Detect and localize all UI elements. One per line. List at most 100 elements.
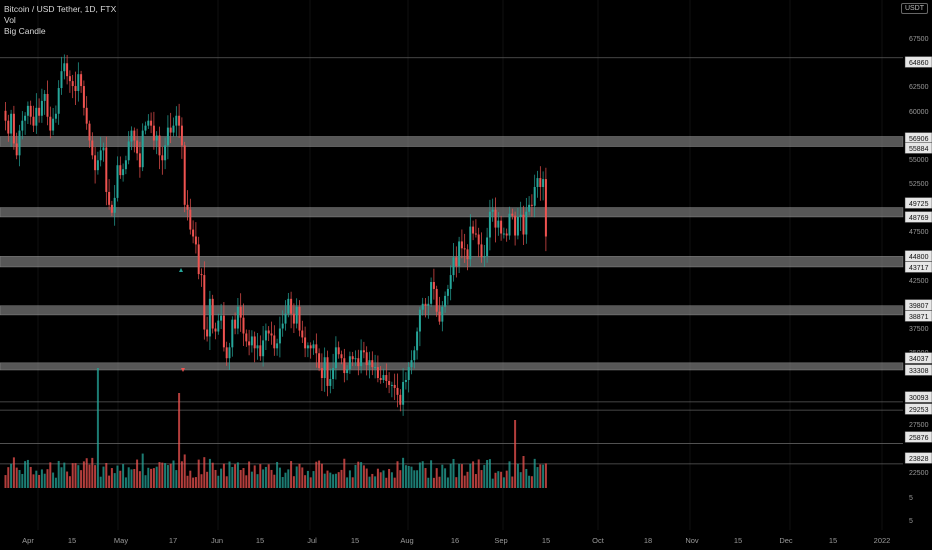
volume-bar-32	[94, 465, 97, 488]
volume-bar-156	[441, 464, 444, 488]
candle-body-153	[432, 282, 435, 289]
candle-body-177	[500, 220, 503, 234]
candle-body-183	[516, 216, 519, 236]
volume-bar-20	[60, 467, 63, 488]
candle-body-80	[228, 347, 231, 359]
candle-body-128	[362, 350, 365, 353]
volume-bar-38	[110, 468, 113, 488]
candle-body-33	[96, 160, 99, 171]
candle-body-98	[278, 328, 281, 344]
candle-body-93	[264, 330, 267, 341]
candle-body-118	[334, 347, 337, 369]
candle-body-168	[474, 233, 477, 235]
volume-bar-168	[474, 474, 477, 488]
candle-body-70	[200, 274, 203, 276]
volume-bar-115	[326, 470, 329, 488]
level-label-64860: 64860	[909, 60, 929, 67]
candle-body-39	[113, 197, 116, 213]
volume-bar-188	[530, 476, 533, 488]
volume-bar-139	[393, 477, 396, 488]
candle-body-119	[337, 347, 340, 355]
price-tick-60000: 60000	[909, 109, 929, 116]
candle-body-179	[505, 233, 508, 236]
volume-bar-3	[12, 457, 15, 488]
price-tick-62500: 62500	[909, 84, 929, 91]
candle-body-154	[435, 288, 438, 312]
volume-bar-15	[46, 469, 49, 488]
volume-bar-25	[74, 463, 77, 488]
candle-body-58	[166, 127, 169, 146]
volume-bar-70	[200, 474, 203, 488]
candle-body-102	[290, 298, 293, 314]
volume-bar-173	[488, 459, 491, 488]
candle-body-143	[404, 379, 407, 382]
volume-bar-17	[52, 472, 55, 488]
volume-bar-132	[374, 476, 377, 488]
volume-bar-67	[192, 477, 195, 488]
volume-bar-182	[514, 420, 517, 488]
candle-body-24	[71, 81, 74, 87]
chart-legend: Bitcoin / USD Tether, 1D, FTX Vol Big Ca…	[4, 4, 116, 37]
candle-body-139	[393, 384, 396, 388]
candle-body-23	[68, 76, 71, 82]
level-label-bg-23828	[904, 452, 932, 464]
volume-bar-1	[7, 467, 10, 488]
volume-bar-53	[152, 468, 155, 488]
volume-bar-37	[108, 475, 111, 488]
volume-bar-127	[360, 462, 363, 488]
candle-body-131	[371, 360, 374, 368]
candle-body-146	[413, 350, 416, 361]
time-tick-0: Apr	[22, 536, 34, 545]
candle-body-85	[242, 317, 245, 334]
volume-bar-123	[348, 470, 351, 488]
symbol-title[interactable]: Bitcoin / USD Tether, 1D, FTX	[4, 4, 117, 14]
time-tick-15: 15	[734, 536, 742, 545]
volume-bar-31	[91, 457, 94, 488]
level-label-bg-48769	[904, 211, 932, 223]
volume-bar-130	[368, 476, 371, 488]
level-label-bg-29253	[904, 403, 932, 415]
level-label-bg-64860	[904, 56, 932, 68]
volume-bar-117	[332, 474, 335, 488]
volume-bar-120	[340, 469, 343, 488]
volume-bar-89	[253, 465, 256, 488]
indicator-vol[interactable]: Vol	[4, 15, 16, 25]
candle-body-117	[332, 368, 335, 380]
volume-bar-62	[178, 393, 181, 488]
volume-bar-113	[320, 463, 323, 488]
horizontal-levels	[0, 57, 903, 465]
time-axis[interactable]: Apr 15 May 17 Jun 15 Jul 15 Aug 16 Sep 15 Oct 18 Nov 15…	[22, 536, 890, 545]
currency-badge[interactable]: USDT	[900, 3, 928, 14]
price-candles[interactable]	[4, 54, 547, 416]
volume-bar-73	[208, 458, 211, 488]
candle-body-173	[488, 211, 491, 238]
price-axis[interactable]: 67500 62500 60000 55000 52500 47500 42500 37500…	[904, 36, 932, 525]
candle-body-101	[287, 298, 290, 314]
volume-bar-171	[483, 465, 486, 488]
volume-bar-95	[270, 469, 273, 488]
volume-bar-44	[127, 467, 130, 488]
candle-body-166	[469, 226, 472, 260]
candle-body-11	[35, 107, 38, 126]
candle-body-148	[418, 309, 421, 332]
indicator-big-candle[interactable]: Big Candle	[4, 26, 46, 36]
volume-bar-74	[211, 462, 214, 488]
candle-body-72	[206, 329, 209, 337]
candle-body-86	[245, 333, 248, 342]
candle-body-176	[497, 220, 500, 228]
candle-body-137	[388, 380, 391, 385]
candle-body-160	[452, 257, 455, 276]
candle-body-14	[43, 93, 46, 101]
volume-bar-82	[234, 464, 237, 488]
candle-body-22	[66, 63, 69, 77]
candle-body-7	[24, 115, 27, 121]
candle-body-129	[365, 352, 368, 366]
time-tick-9: 16	[451, 536, 459, 545]
candle-body-89	[253, 336, 256, 349]
time-tick-8: Aug	[400, 536, 413, 545]
zone-3	[0, 305, 904, 316]
candle-body-96	[273, 335, 276, 349]
level-label-49725: 49725	[909, 201, 929, 208]
volume-bar-124	[351, 477, 354, 488]
